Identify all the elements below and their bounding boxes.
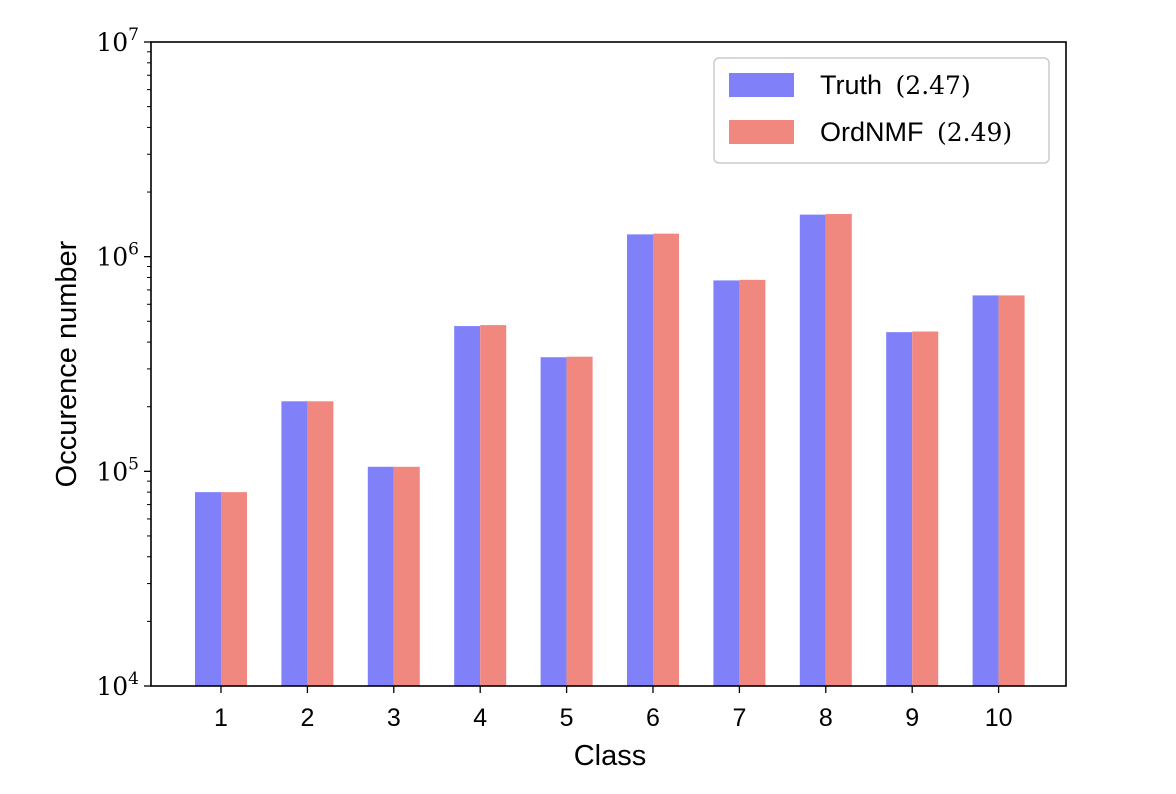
legend-label-ordnmf: OrdNMF (2.49) — [820, 117, 1012, 147]
legend-swatch-truth — [729, 73, 794, 97]
y-tick-label-7: 107 — [96, 25, 139, 57]
x-tick-label-2: 2 — [300, 704, 314, 732]
x-tick-label-1: 1 — [214, 704, 228, 732]
x-tick-label-9: 9 — [905, 704, 919, 732]
x-tick-label-4: 4 — [473, 704, 487, 732]
bar-truth-2 — [281, 401, 308, 686]
bar-truth-8 — [799, 214, 826, 687]
bar-ordnmf-1 — [221, 492, 247, 686]
x-tick-label-3: 3 — [387, 704, 401, 732]
bar-ordnmf-5 — [566, 356, 593, 686]
bar-ordnmf-9 — [912, 331, 939, 686]
x-tick-label-8: 8 — [819, 704, 833, 732]
bar-truth-9 — [886, 332, 913, 686]
legend-label-truth: Truth (2.47) — [820, 70, 971, 100]
bar-ordnmf-10 — [998, 295, 1025, 686]
bars-layer — [195, 214, 1025, 687]
bar-ordnmf-4 — [480, 325, 507, 686]
bar-ordnmf-7 — [739, 279, 766, 686]
x-tick-label-6: 6 — [646, 704, 660, 732]
bar-truth-4 — [454, 326, 481, 686]
x-tick-label-5: 5 — [560, 704, 574, 732]
bar-ordnmf-3 — [393, 466, 420, 686]
legend: Truth (2.47) OrdNMF (2.49) — [713, 57, 1050, 164]
legend-box — [713, 57, 1050, 164]
plot-frame — [150, 41, 1067, 687]
y-tick-label-5: 105 — [96, 454, 139, 486]
bar-truth-5 — [540, 357, 567, 686]
bar-ordnmf-6 — [653, 233, 679, 686]
x-axis-label: Class — [574, 740, 647, 772]
y-major-ticks: 104 105 106 107 — [96, 25, 151, 701]
bar-truth-1 — [195, 492, 221, 686]
bar-truth-7 — [713, 280, 740, 686]
y-tick-label-6: 106 — [96, 240, 139, 272]
bar-ordnmf-8 — [825, 214, 852, 686]
x-tick-label-10: 10 — [985, 704, 1013, 732]
bar-truth-10 — [972, 295, 999, 686]
bar-ordnmf-2 — [307, 401, 334, 686]
bar-truth-3 — [367, 466, 394, 686]
x-ticks: 1 2 3 4 5 6 7 8 9 10 — [214, 686, 1013, 732]
legend-swatch-ordnmf — [729, 120, 794, 144]
y-tick-label-4: 104 — [96, 669, 139, 701]
bar-truth-6 — [627, 234, 653, 686]
y-axis-label: Occurence number — [51, 240, 83, 487]
x-tick-label-7: 7 — [732, 704, 746, 732]
